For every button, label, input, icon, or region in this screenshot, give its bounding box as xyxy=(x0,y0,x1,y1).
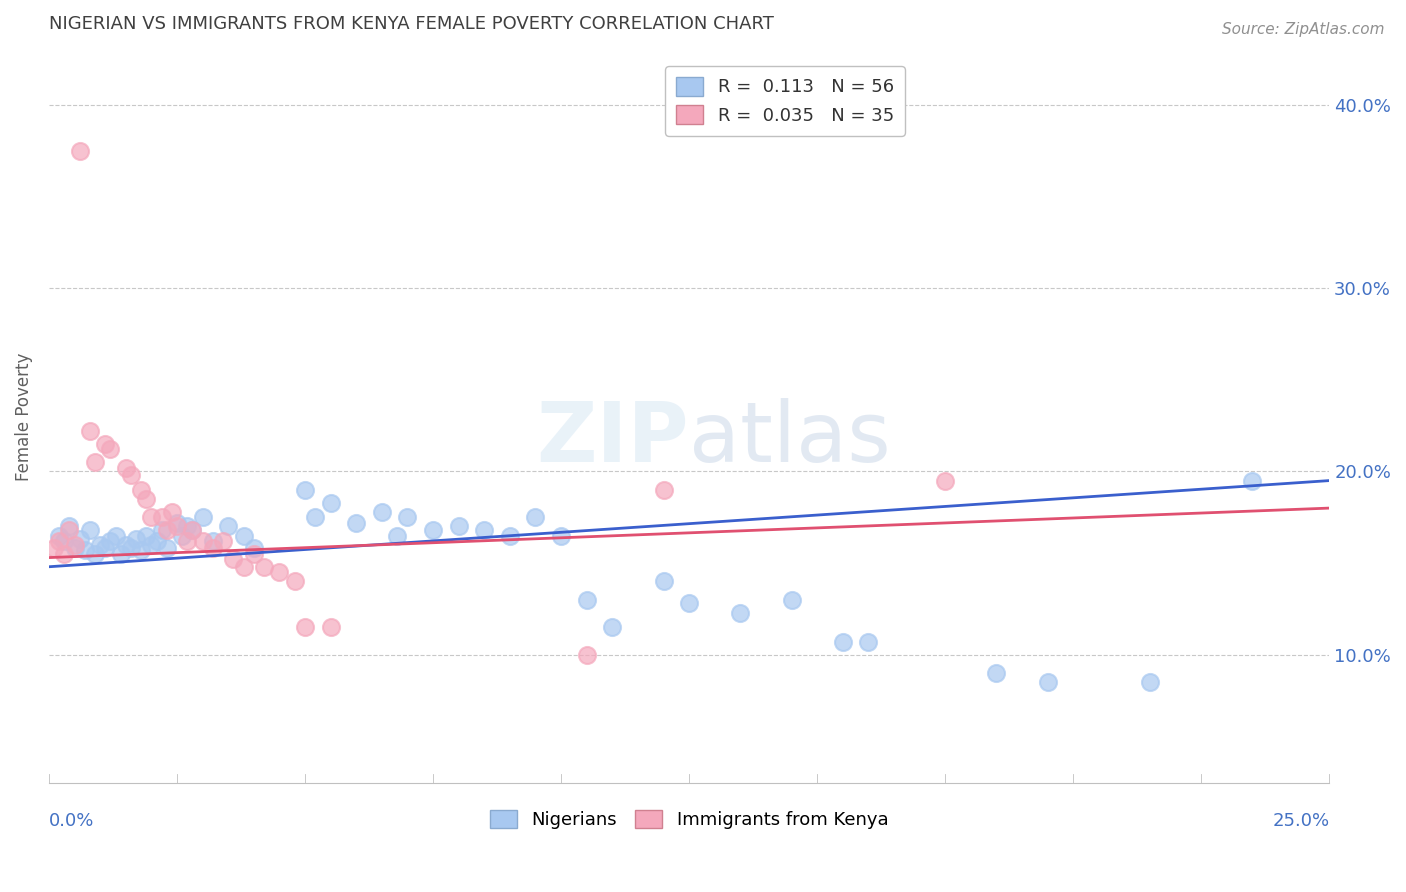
Point xyxy=(135,528,157,542)
Point xyxy=(212,534,235,549)
Point xyxy=(120,468,142,483)
Point xyxy=(396,510,419,524)
Text: Source: ZipAtlas.com: Source: ZipAtlas.com xyxy=(1222,22,1385,37)
Point xyxy=(243,547,266,561)
Point xyxy=(191,510,214,524)
Point xyxy=(89,538,111,552)
Text: 25.0%: 25.0% xyxy=(1272,813,1329,830)
Point xyxy=(304,510,326,524)
Text: atlas: atlas xyxy=(689,398,891,479)
Point xyxy=(730,606,752,620)
Point xyxy=(114,538,136,552)
Point xyxy=(1241,474,1264,488)
Point xyxy=(201,534,224,549)
Point xyxy=(201,541,224,556)
Point xyxy=(150,510,173,524)
Point xyxy=(79,424,101,438)
Point xyxy=(253,559,276,574)
Point xyxy=(63,541,86,556)
Legend: Nigerians, Immigrants from Kenya: Nigerians, Immigrants from Kenya xyxy=(482,803,896,837)
Point xyxy=(63,538,86,552)
Point xyxy=(191,534,214,549)
Point xyxy=(831,635,853,649)
Point xyxy=(94,541,117,556)
Point xyxy=(319,620,342,634)
Point xyxy=(447,519,470,533)
Point xyxy=(986,666,1008,681)
Point xyxy=(48,528,70,542)
Point xyxy=(371,505,394,519)
Point xyxy=(125,533,148,547)
Point xyxy=(678,596,700,610)
Point xyxy=(120,541,142,556)
Point xyxy=(145,534,167,549)
Point xyxy=(114,460,136,475)
Point xyxy=(858,635,880,649)
Point xyxy=(48,534,70,549)
Point xyxy=(499,528,522,542)
Text: ZIP: ZIP xyxy=(537,398,689,479)
Point xyxy=(69,533,91,547)
Point xyxy=(84,455,107,469)
Point xyxy=(100,534,122,549)
Y-axis label: Female Poverty: Female Poverty xyxy=(15,352,32,481)
Point xyxy=(156,523,179,537)
Point xyxy=(166,516,188,530)
Point xyxy=(150,523,173,537)
Point xyxy=(176,534,198,549)
Point xyxy=(269,566,291,580)
Point xyxy=(176,519,198,533)
Point xyxy=(524,510,547,524)
Point xyxy=(166,519,188,533)
Point xyxy=(222,552,245,566)
Point xyxy=(69,144,91,158)
Point xyxy=(110,547,132,561)
Point xyxy=(1036,675,1059,690)
Point xyxy=(294,483,316,497)
Point xyxy=(79,523,101,537)
Point xyxy=(172,528,194,542)
Point xyxy=(156,541,179,556)
Point xyxy=(652,574,675,589)
Point xyxy=(160,505,183,519)
Point xyxy=(135,491,157,506)
Point xyxy=(780,592,803,607)
Point xyxy=(550,528,572,542)
Point xyxy=(600,620,623,634)
Point xyxy=(129,543,152,558)
Point xyxy=(181,523,204,537)
Point xyxy=(344,516,367,530)
Point xyxy=(232,528,254,542)
Point xyxy=(73,543,96,558)
Point xyxy=(575,592,598,607)
Point xyxy=(472,523,495,537)
Point xyxy=(1139,675,1161,690)
Point xyxy=(294,620,316,634)
Point xyxy=(42,541,65,556)
Point xyxy=(100,442,122,457)
Point xyxy=(422,523,444,537)
Point xyxy=(141,538,163,552)
Point xyxy=(181,523,204,537)
Point xyxy=(58,523,80,537)
Point xyxy=(141,510,163,524)
Text: NIGERIAN VS IMMIGRANTS FROM KENYA FEMALE POVERTY CORRELATION CHART: NIGERIAN VS IMMIGRANTS FROM KENYA FEMALE… xyxy=(49,15,773,33)
Point xyxy=(319,495,342,509)
Text: 0.0%: 0.0% xyxy=(49,813,94,830)
Point xyxy=(232,559,254,574)
Point xyxy=(94,437,117,451)
Point xyxy=(575,648,598,662)
Point xyxy=(129,483,152,497)
Point xyxy=(84,547,107,561)
Point xyxy=(284,574,307,589)
Point xyxy=(217,519,239,533)
Point xyxy=(652,483,675,497)
Point xyxy=(53,534,76,549)
Point xyxy=(243,541,266,556)
Point xyxy=(58,519,80,533)
Point xyxy=(53,547,76,561)
Point xyxy=(934,474,956,488)
Point xyxy=(104,528,127,542)
Point xyxy=(387,528,409,542)
